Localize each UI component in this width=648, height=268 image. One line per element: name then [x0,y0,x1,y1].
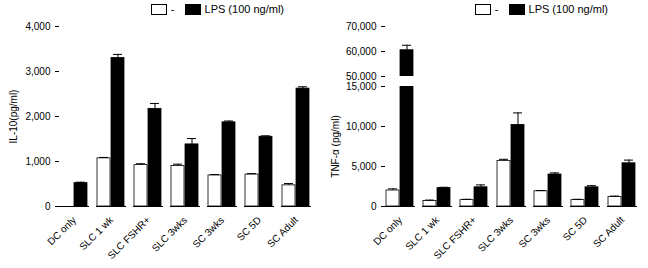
html-text:LPS (100 ng/ml): LPS (100 ng/ml) [204,2,284,15]
svg-text:SC 3wks: SC 3wks [191,214,227,250]
svg-text:TNF-α (pg/ml): TNF-α (pg/ml) [330,115,341,177]
svg-text:SC 5D: SC 5D [235,214,264,243]
svg-text:1,000: 1,000 [25,156,50,167]
svg-text:IL-10(pg/ml): IL-10(pg/ml) [8,90,19,144]
svg-text:SC Adult: SC Adult [265,214,300,249]
svg-text:SLC FSHR+: SLC FSHR+ [431,214,478,261]
svg-text:SLC 1 wk: SLC 1 wk [77,214,116,253]
svg-text:2,000: 2,000 [25,111,50,122]
svg-text:0: 0 [371,201,377,212]
svg-text:DC only: DC only [371,214,404,247]
svg-text:50,000: 50,000 [346,71,377,80]
svg-text:SC 5D: SC 5D [561,214,590,243]
svg-text:4,000: 4,000 [25,21,50,32]
svg-text:SLC 3wks: SLC 3wks [476,214,516,254]
svg-text:SLC FSHR+: SLC FSHR+ [105,214,152,261]
svg-text:SLC 3wks: SLC 3wks [150,214,190,254]
svg-text:10,000: 10,000 [346,121,377,132]
svg-text:DC only: DC only [45,214,78,247]
html-text:LPS (100 ng/ml): LPS (100 ng/ml) [528,2,608,15]
svg-text:SC Adult: SC Adult [591,214,626,249]
svg-text:15,000: 15,000 [346,81,377,92]
svg-text:SC 3wks: SC 3wks [517,214,553,250]
svg-text:70,000: 70,000 [346,21,377,32]
svg-text:5,000: 5,000 [351,161,376,172]
svg-text:SLC 1 wk: SLC 1 wk [403,214,442,253]
svg-text:0: 0 [45,201,51,212]
svg-text:3,000: 3,000 [25,66,50,77]
svg-text:60,000: 60,000 [346,46,377,57]
